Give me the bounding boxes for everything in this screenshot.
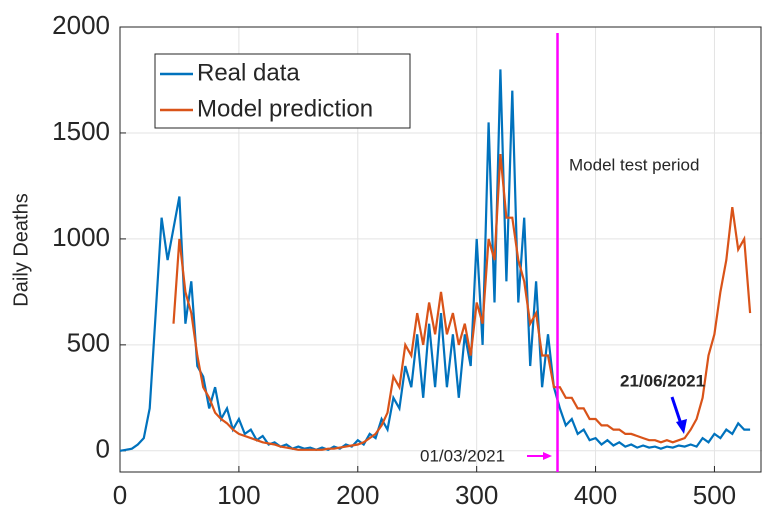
annotation: 01/03/2021 xyxy=(420,446,505,465)
y-tick-label: 2000 xyxy=(52,10,110,40)
data-line xyxy=(119,69,751,452)
y-tick-label: 0 xyxy=(96,434,110,464)
x-tick-label: 200 xyxy=(336,480,379,510)
annotation-arrowhead xyxy=(543,452,552,460)
y-tick-label: 1000 xyxy=(52,222,110,252)
annotation-arrowhead xyxy=(676,419,687,434)
x-tick-label: 100 xyxy=(217,480,260,510)
annotation: Model test period xyxy=(569,155,699,174)
x-tick-label: 0 xyxy=(113,480,127,510)
y-tick-label: 500 xyxy=(67,328,110,358)
legend-box xyxy=(154,53,411,129)
x-tick-label: 300 xyxy=(455,480,498,510)
x-tick-label: 500 xyxy=(693,480,736,510)
annotation-arrow xyxy=(670,396,683,425)
plot-frame xyxy=(119,26,762,473)
legend-label: Model prediction xyxy=(197,95,373,122)
y-tick-label: 1500 xyxy=(52,116,110,146)
legend-label: Real data xyxy=(197,59,300,86)
y-axis-label: Daily Deaths xyxy=(10,193,32,306)
data-line xyxy=(172,153,752,451)
x-tick-label: 400 xyxy=(574,480,617,510)
annotation: 21/06/2021 xyxy=(620,371,705,390)
